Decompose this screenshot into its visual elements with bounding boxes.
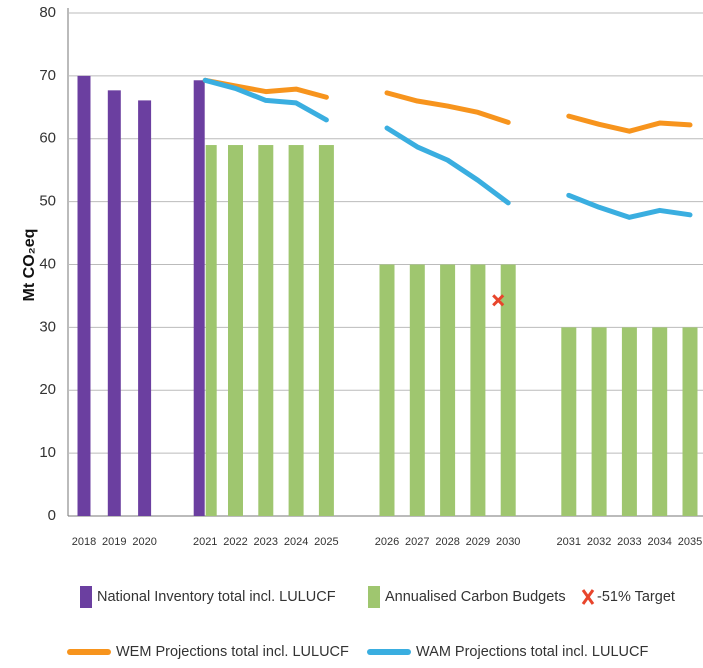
bar [258,145,274,516]
line [202,77,693,134]
bar [409,264,425,516]
y-tick-label: 10 [39,444,56,461]
y-tick-label: 50 [39,193,56,210]
x-tick-label: 2029 [466,536,490,548]
y-axis-label: Mt CO₂eq [21,229,38,302]
bar [561,327,577,516]
bar [193,80,205,517]
x-tick-label: 2019 [102,536,126,548]
x-tick-label: 2018 [72,536,96,548]
legend-label: WEM Projections total incl. LULUCF [116,644,349,660]
x-tick-label: 2022 [223,536,247,548]
y-tick-label: 30 [39,318,56,335]
x-tick-label: 2024 [284,536,308,548]
x-tick-label: 2032 [587,536,611,548]
bar [77,75,91,516]
x-tick-label: 2033 [617,536,641,548]
x-tick-label: 2030 [496,536,520,548]
x-tick-label: 2028 [435,536,459,548]
bar [440,264,456,516]
bar [591,327,607,516]
y-tick-label: 40 [39,255,56,272]
target-marker [492,294,505,307]
x-tick-label: 2020 [132,536,156,548]
bar [138,100,152,517]
y-tick-label: 70 [39,67,56,84]
line [202,77,693,220]
legend-swatch [80,586,92,608]
legend-label: WAM Projections total incl. LULUCF [416,644,648,660]
x-tick-label: 2035 [678,536,702,548]
legend-label: National Inventory total incl. LULUCF [97,589,336,605]
legend-swatch [368,586,380,608]
y-tick-label: 80 [39,4,56,21]
y-tick-label: 60 [39,130,56,147]
x-tick-label: 2034 [647,536,671,548]
bar [379,264,395,516]
legend-label: Annualised Carbon Budgets [385,589,566,605]
y-tick-label: 20 [39,381,56,398]
bar [205,145,217,516]
x-tick-label: 2027 [405,536,429,548]
x-tick-label: 2023 [254,536,278,548]
bar [288,145,304,516]
legend-label: -51% Target [597,589,675,605]
bar [682,327,698,516]
bar [228,145,243,516]
bar [621,327,637,516]
bar [500,264,516,516]
x-tick-label: 2025 [314,536,338,548]
bar [652,327,668,516]
x-tick-label: 2021 [193,536,217,548]
legend-swatch [581,589,595,605]
bar [107,90,121,517]
y-tick-label: 0 [48,507,56,524]
bar [318,145,334,516]
x-tick-label: 2031 [557,536,581,548]
bar [470,264,486,516]
x-tick-label: 2026 [375,536,399,548]
